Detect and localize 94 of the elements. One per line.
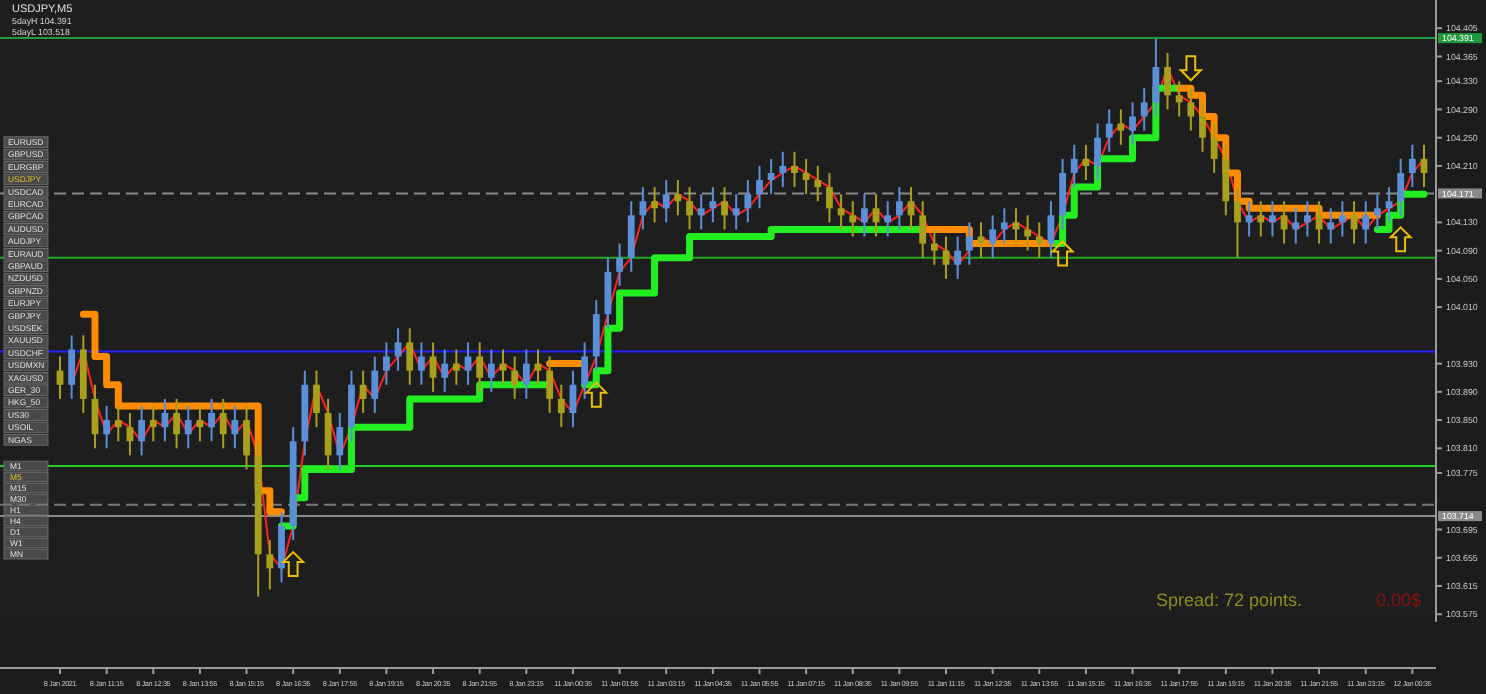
candlestick <box>849 200 857 238</box>
candlestick <box>627 200 635 273</box>
candlestick <box>1362 200 1370 245</box>
candlestick <box>1164 51 1171 111</box>
candlestick <box>68 334 76 400</box>
candlestick <box>1280 200 1288 245</box>
candlestick <box>709 186 717 224</box>
candlestick <box>861 193 868 238</box>
candlestick <box>1024 214 1032 252</box>
candlestick <box>394 327 402 372</box>
candlestick <box>884 200 892 238</box>
candlestick <box>1257 200 1265 238</box>
candlestick <box>930 228 938 266</box>
candlestick <box>662 179 670 224</box>
candlestick <box>522 348 530 400</box>
candlestick <box>243 404 250 471</box>
candlestick <box>1140 87 1148 132</box>
candlestick <box>184 404 192 450</box>
candlestick <box>476 341 484 393</box>
candlestick <box>1047 200 1055 259</box>
candlestick <box>173 397 180 450</box>
candlestick <box>616 242 623 287</box>
candlestick <box>919 200 927 259</box>
candlestick <box>103 404 111 450</box>
candlestick <box>278 510 285 584</box>
candlestick <box>756 164 763 210</box>
candlestick <box>1338 200 1346 238</box>
candlestick <box>581 341 589 400</box>
candlestick <box>895 186 903 231</box>
candlestick <box>989 214 997 259</box>
candlestick <box>744 179 752 224</box>
candlestick <box>697 193 705 231</box>
candlestick <box>1175 80 1183 118</box>
candlestick <box>1408 143 1416 189</box>
candlestick <box>452 348 460 386</box>
candlestick <box>651 186 658 224</box>
candlestick <box>814 164 822 203</box>
candlestick <box>1222 143 1230 217</box>
candlestick <box>1105 108 1113 153</box>
candlestick <box>965 221 973 266</box>
candlestick <box>732 193 740 231</box>
candlestick <box>336 412 344 471</box>
candlestick <box>1000 207 1008 245</box>
candlestick <box>406 327 414 386</box>
candlestick <box>767 157 775 196</box>
candlestick <box>721 186 728 231</box>
candlestick <box>1245 200 1253 238</box>
annotation: Spread: 72 points. <box>1156 590 1303 610</box>
candlestick <box>511 355 519 400</box>
candlestick <box>1210 122 1218 174</box>
candlestick <box>114 404 122 443</box>
candlestick <box>196 404 204 443</box>
candlestick <box>954 235 962 280</box>
candlestick <box>418 341 425 386</box>
candlestick <box>313 369 320 429</box>
candlestick <box>1327 207 1335 245</box>
candlestick <box>1129 101 1136 146</box>
candlestick <box>779 150 787 189</box>
candlestick <box>826 171 833 224</box>
candlestick <box>1187 87 1195 132</box>
candlestick <box>371 355 379 415</box>
candlestick <box>802 157 810 196</box>
candlestick <box>546 355 554 415</box>
candlestick <box>1269 200 1276 238</box>
candlestick <box>487 348 495 393</box>
candlestick <box>1035 221 1043 259</box>
candlestick <box>231 404 239 450</box>
candlestick <box>441 348 449 393</box>
candlestick <box>592 299 600 372</box>
candlestick <box>686 186 693 231</box>
candlestick <box>1373 193 1381 231</box>
candlestick <box>359 369 367 415</box>
annotation: 0.00$ <box>1376 590 1422 610</box>
candlestick <box>149 404 157 443</box>
candlestick <box>1059 157 1066 231</box>
candlestick <box>1199 101 1206 153</box>
candlestick <box>208 397 215 443</box>
candlestick <box>1070 143 1078 189</box>
candlestick <box>266 539 274 591</box>
candlestick <box>1152 37 1160 118</box>
candlestick <box>674 179 682 217</box>
candlestick <box>324 397 332 471</box>
candlestick <box>1397 157 1405 217</box>
candlestick <box>383 341 390 386</box>
candlestick <box>1304 200 1311 238</box>
candlestick <box>138 404 146 457</box>
candlestick <box>557 383 565 429</box>
candlestick <box>1094 122 1101 182</box>
candlestick <box>348 369 355 443</box>
candlestick <box>1117 108 1125 146</box>
candlestick <box>1234 186 1241 259</box>
candlestick <box>791 150 798 189</box>
candlestick <box>1292 207 1300 245</box>
candlestick <box>219 397 227 450</box>
